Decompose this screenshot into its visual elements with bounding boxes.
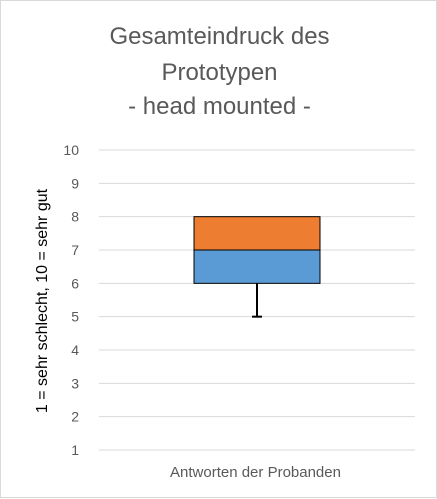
y-tick-label: 9 xyxy=(71,175,79,191)
y-tick-label: 7 xyxy=(71,242,79,258)
box-upper-quartile xyxy=(193,216,321,251)
y-tick-label: 8 xyxy=(71,209,79,225)
y-tick-label: 1 xyxy=(71,442,79,458)
chart-title-line-1: Gesamteindruck des xyxy=(109,23,330,50)
chart-title-line-3: - head mounted - xyxy=(128,93,311,120)
y-axis-title: 1 = sehr schlecht, 10 = sehr gut xyxy=(34,188,51,414)
x-axis-category-label: Antworten der Probanden xyxy=(170,464,341,481)
y-tick-label: 10 xyxy=(63,142,79,158)
y-tick-label: 6 xyxy=(71,275,79,291)
y-tick-label: 2 xyxy=(71,409,79,425)
box-lower-quartile xyxy=(193,249,321,284)
y-tick-label: 4 xyxy=(71,342,79,358)
y-tick-label: 3 xyxy=(71,375,79,391)
chart-title-line-2: Prototypen xyxy=(161,59,278,86)
y-tick-label: 5 xyxy=(71,309,79,325)
